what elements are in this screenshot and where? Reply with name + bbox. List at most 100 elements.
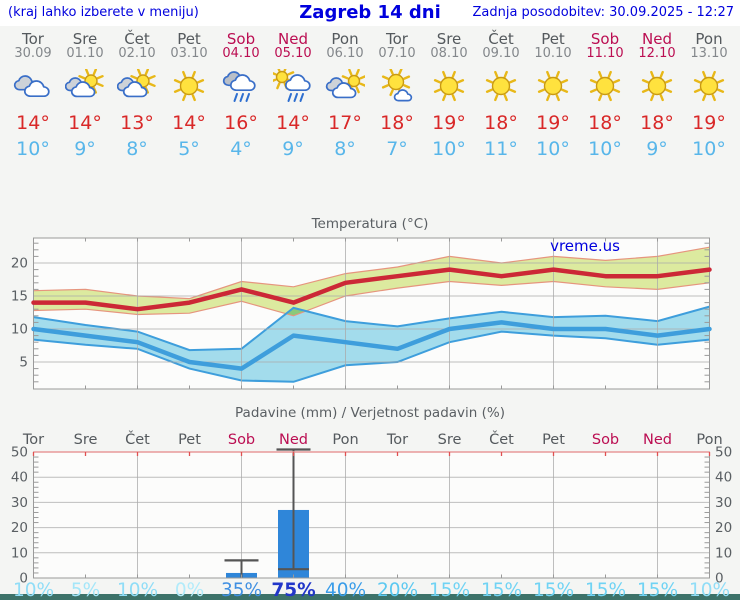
low-temp: 10° <box>432 138 466 160</box>
temperature-chart: 5 10 15 20 Temperatura (°C) vreme.us <box>11 216 712 390</box>
y-axis-label-left: 10 <box>11 545 28 561</box>
day-column: Ned 05.10 14° 9° <box>267 26 319 204</box>
day-column: Tor 30.09 14° 10° <box>7 26 59 204</box>
low-temp: 9° <box>282 138 304 160</box>
high-temp: 16° <box>224 112 258 134</box>
precip-day-label: Pet <box>178 432 201 448</box>
low-temp: 10° <box>16 138 50 160</box>
low-temp: 10° <box>588 138 622 160</box>
precip-probability: 35% <box>221 580 262 600</box>
day-name: Pon <box>695 30 723 48</box>
precip-day-label: Čet <box>489 430 514 448</box>
high-temp: 14° <box>16 112 50 134</box>
day-column: Pet 03.10 14° 5° <box>163 26 215 204</box>
precip-probability: 0% <box>175 580 204 600</box>
day-date: 03.10 <box>170 46 208 61</box>
precip-day-label: Sre <box>438 432 462 448</box>
y-axis-label-right: 40 <box>715 470 732 486</box>
max_temp-line <box>31 267 712 312</box>
day-column: Sob 04.10 16° 4° <box>215 26 267 204</box>
precip-day-label: Čet <box>125 430 150 448</box>
y-axis-label-left: 20 <box>11 520 28 536</box>
day-name: Ned <box>278 30 308 48</box>
y-axis-label-left: 50 <box>11 445 28 461</box>
low-temp: 8° <box>334 138 356 160</box>
rain-icon <box>215 69 267 107</box>
day-column: Ned 12.10 18° 9° <box>631 26 683 204</box>
precip-probability: 5% <box>71 580 100 600</box>
day-name: Sob <box>590 30 620 48</box>
sun-cloud-icon <box>59 68 111 107</box>
high-temp: 13° <box>120 112 154 134</box>
sun-icon <box>423 69 475 107</box>
day-column: Čet 02.10 13° 8° <box>111 26 163 204</box>
day-name: Čet <box>124 30 150 48</box>
watermark-link[interactable]: vreme.us <box>550 237 620 255</box>
day-date: 13.10 <box>690 46 728 61</box>
y-axis-label-right: 30 <box>715 495 732 511</box>
day-date: 10.10 <box>534 46 572 61</box>
low-temp: 9° <box>74 138 96 160</box>
day-date: 11.10 <box>586 46 624 61</box>
day-date: 30.09 <box>14 46 52 61</box>
y-axis-label-right: 10 <box>715 545 732 561</box>
high-temp: 17° <box>328 112 362 134</box>
day-name: Pon <box>331 30 359 48</box>
sun-rain-icon <box>267 64 319 107</box>
sun-icon <box>527 69 579 107</box>
day-name: Sre <box>436 30 462 48</box>
precip-day-label: Pet <box>542 432 565 448</box>
precip-day-label: Sob <box>592 432 619 448</box>
day-date: 08.10 <box>430 46 468 61</box>
y-axis-label-right: 20 <box>715 520 732 536</box>
day-date: 01.10 <box>66 46 104 61</box>
sun-small-cloud-icon <box>371 67 423 107</box>
sun-icon <box>579 69 631 107</box>
high-temp: 14° <box>276 112 310 134</box>
precip-chart-title: Padavine (mm) / Verjetnost padavin (%) <box>235 405 505 421</box>
low-temp: 11° <box>484 138 518 160</box>
precip-probability: 10% <box>689 580 730 600</box>
temp-chart-title: Temperatura (°C) <box>311 216 429 232</box>
precipitation-chart: 0 0 10 10 20 20 30 30 40 40 50 50 Padavine (mm) / Ve… <box>11 405 732 600</box>
precip-day-label: Ned <box>643 432 672 448</box>
min_temp-line <box>31 320 712 371</box>
day-date: 04.10 <box>222 46 260 61</box>
day-date: 07.10 <box>378 46 416 61</box>
high-temp: 18° <box>380 112 414 134</box>
band-edge <box>33 305 710 352</box>
day-column: Tor 07.10 18° 7° <box>371 26 423 204</box>
sun-cloud-icon <box>111 68 163 107</box>
high-temp: 18° <box>484 112 518 134</box>
precip-probability: 15% <box>533 580 574 600</box>
sun-icon <box>163 69 215 107</box>
day-name: Tor <box>22 30 44 48</box>
day-column: Pon 06.10 17° 8° <box>319 26 371 204</box>
menu-hint-text: (kraj lahko izberete v meniju) <box>8 5 199 20</box>
y-axis-label: 15 <box>11 289 28 305</box>
low-temp: 7° <box>386 138 408 160</box>
high-temp: 18° <box>640 112 674 134</box>
bottom-bar <box>0 594 740 600</box>
day-name: Čet <box>488 30 514 48</box>
day-column: Pon 13.10 19° 10° <box>683 26 735 204</box>
low-temp: 5° <box>178 138 200 160</box>
day-column: Sob 11.10 18° 10° <box>579 26 631 204</box>
day-column: Sre 01.10 14° 9° <box>59 26 111 204</box>
sun-icon <box>683 69 735 107</box>
precip-day-label: Tor <box>386 432 408 448</box>
precip-probability: 10% <box>117 580 158 600</box>
precip-probability: 15% <box>481 580 522 600</box>
day-column: Pet 10.10 19° 10° <box>527 26 579 204</box>
day-date: 02.10 <box>118 46 156 61</box>
day-name: Sre <box>72 30 98 48</box>
sun-icon <box>631 69 683 107</box>
cloudy-icon <box>7 69 59 107</box>
forecast-strip: Tor 30.09 14° 10° Sre 01.10 14° 9° Čet 02.10 13° 8°… <box>7 26 735 204</box>
y-axis-label: 10 <box>11 322 28 338</box>
high-temp: 19° <box>432 112 466 134</box>
day-date: 09.10 <box>482 46 520 61</box>
precip-day-label: Ned <box>279 432 308 448</box>
precip-day-label: Pon <box>696 432 722 448</box>
precip-probability: 20% <box>377 580 418 600</box>
